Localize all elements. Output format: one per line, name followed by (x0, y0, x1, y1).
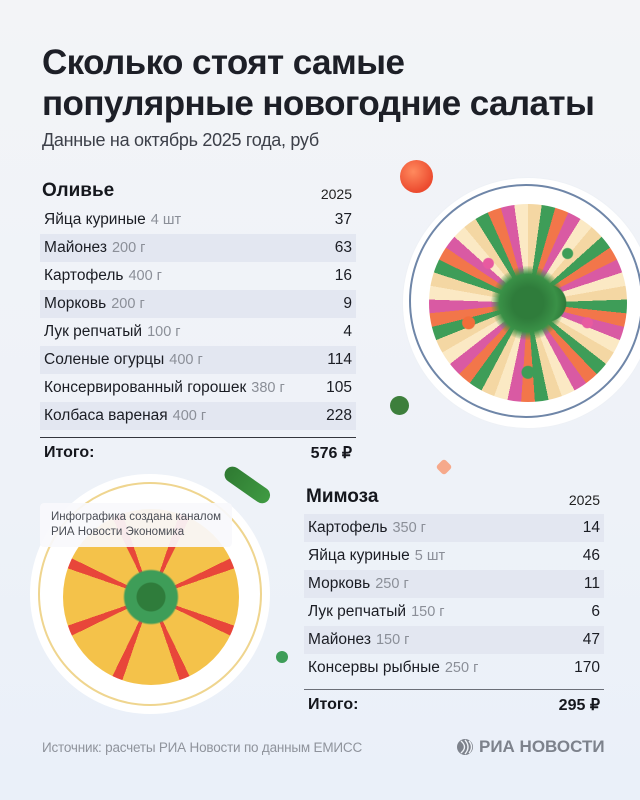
table-row: Яйца куриные 4 шт 37 (40, 206, 356, 234)
ingredient: Лук репчатый (44, 323, 143, 340)
table-row: Соленые огурцы 400 г 114 (40, 346, 356, 374)
watermark-line-1: Инфографика создана каналом (51, 511, 222, 523)
title-line-2: популярные новогодние салаты (42, 84, 595, 123)
price: 105 (326, 379, 352, 396)
ingredient: Картофель (308, 519, 388, 536)
ingredient: Лук репчатый (308, 603, 407, 620)
table-row: Майонез 200 г 63 (40, 234, 356, 262)
table-row: Колбаса вареная 400 г 228 (40, 402, 356, 430)
total-label: Итого: (44, 444, 95, 461)
ingredient: Консервированный горошек (44, 379, 247, 396)
ingredient: Яйца куриные (44, 211, 146, 228)
watermark-line-2: РИА Новости Экономика (51, 526, 185, 538)
olivier-plate-illustration (403, 178, 640, 428)
mimosa-header: Мимоза 2025 (304, 480, 604, 508)
price: 9 (343, 295, 352, 312)
olivier-header: Оливье 2025 (40, 174, 356, 202)
ingredient: Картофель (44, 267, 124, 284)
watermark: Инфографика создана каналом РИА Новости … (40, 503, 232, 547)
divider (40, 437, 356, 438)
table-row: Лук репчатый 100 г 4 (40, 318, 356, 346)
quantity: 150 г (375, 632, 410, 648)
quantity: 400 г (172, 408, 207, 424)
quantity: 200 г (111, 240, 146, 256)
table-row: Лук репчатый 150 г 6 (304, 598, 604, 626)
price: 63 (334, 239, 352, 256)
mimosa-total-row: Итого: 295 ₽ (304, 690, 604, 720)
ingredient: Колбаса вареная (44, 407, 168, 424)
quantity: 5 шт (414, 548, 446, 564)
table-row: Майонез 150 г 47 (304, 626, 604, 654)
ingredient: Морковь (308, 575, 371, 592)
table-row: Яйца куриные 5 шт 46 (304, 542, 604, 570)
price: 228 (326, 407, 352, 424)
quantity: 4 шт (150, 212, 182, 228)
ingredient: Морковь (44, 295, 107, 312)
table-row: Консервированный горошек 380 г 105 (40, 374, 356, 402)
quantity: 150 г (411, 604, 445, 620)
globe-logo-icon (457, 739, 473, 755)
ingredient: Соленые огурцы (44, 351, 165, 368)
quantity: 100 г (147, 324, 181, 340)
ingredient: Майонез (308, 631, 371, 648)
price: 46 (582, 547, 600, 564)
ingredient: Майонез (44, 239, 107, 256)
table-row: Картофель 400 г 16 (40, 262, 356, 290)
price: 47 (582, 631, 600, 648)
price: 4 (343, 323, 352, 340)
olivier-year: 2025 (320, 186, 352, 202)
quantity: 250 г (444, 660, 479, 676)
table-row: Консервы рыбные 250 г 170 (304, 654, 604, 682)
total-value: 576 ₽ (310, 445, 352, 462)
quantity: 380 г (251, 380, 285, 396)
table-row: Морковь 200 г 9 (40, 290, 356, 318)
cucumber-icon (221, 463, 274, 507)
title-line-1: Сколько стоят самые (42, 43, 405, 82)
ingredient: Яйца куриные (308, 547, 410, 564)
quantity: 200 г (111, 296, 145, 312)
price: 6 (591, 603, 600, 620)
quantity: 350 г (392, 520, 426, 536)
price: 11 (583, 575, 600, 592)
carrot-cube-icon (435, 458, 453, 476)
pea-icon (390, 396, 409, 415)
olivier-total-row: Итого: 576 ₽ (40, 438, 356, 468)
price: 37 (334, 211, 352, 228)
mimosa-table: Мимоза 2025 Картофель 350 г 14 Яйца курины… (304, 480, 604, 720)
mimosa-title: Мимоза (306, 486, 379, 507)
table-row: Картофель 350 г 14 (304, 514, 604, 542)
ingredient: Консервы рыбные (308, 659, 440, 676)
divider (304, 689, 604, 690)
source-note: Источник: расчеты РИА Новости по данным … (42, 740, 363, 755)
tangerine-icon (400, 160, 433, 193)
olivier-title: Оливье (42, 180, 115, 201)
price: 16 (334, 267, 352, 284)
olivier-table: Оливье 2025 Яйца куриные 4 шт 37 Майонез 20… (40, 174, 356, 468)
total-label: Итого: (308, 696, 359, 713)
ria-logo: РИА НОВОСТИ (456, 737, 605, 757)
price: 14 (582, 519, 600, 536)
subtitle: Данные на октябрь 2025 года, руб (42, 130, 319, 150)
quantity: 400 г (169, 352, 203, 368)
quantity: 400 г (128, 268, 162, 284)
quantity: 250 г (375, 576, 409, 592)
pea-small-icon (276, 651, 288, 663)
price: 114 (327, 351, 352, 368)
price: 170 (574, 659, 600, 676)
table-row: Морковь 250 г 11 (304, 570, 604, 598)
mimosa-year: 2025 (568, 492, 600, 508)
logo-text: РИА НОВОСТИ (479, 737, 605, 756)
total-value: 295 ₽ (558, 697, 600, 714)
page-title: Сколько стоят самые популярные новогодни… (42, 42, 595, 124)
